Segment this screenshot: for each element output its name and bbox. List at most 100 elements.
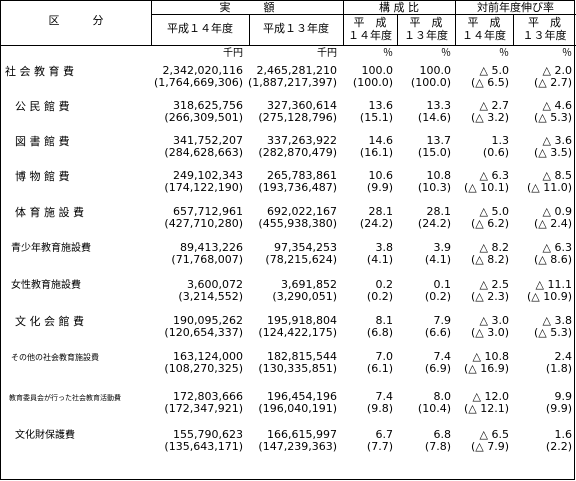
header-comp-fy13: １３年度 <box>404 29 448 42</box>
row-label: その他の社会教育施設費 <box>11 353 99 362</box>
cell-public-value: (△ 11.0) <box>526 181 572 194</box>
cell-public-value: (△ 2.7) <box>533 76 572 89</box>
cell-value: 7.9 <box>433 314 452 327</box>
cell-value: 13.3 <box>426 99 452 112</box>
cell-value: 692,022,167 <box>267 205 337 218</box>
col-divider <box>455 1 456 45</box>
cell-value: △ 6.3 <box>542 241 572 254</box>
cell-value: 341,752,207 <box>173 134 243 147</box>
unit-pct: ％ <box>562 48 572 59</box>
cell-value: △ 3.0 <box>479 314 509 327</box>
cell-value: 249,102,343 <box>173 169 243 182</box>
row-label: 図 書 館 費 <box>15 135 70 148</box>
cell-public-value: (△ 5.3) <box>533 326 572 339</box>
cell-public-value: (△ 3.0) <box>470 326 509 339</box>
cell-public-value: (3,290,051) <box>272 290 337 303</box>
cell-public-value: (266,309,501) <box>164 111 243 124</box>
cell-value: 265,783,861 <box>267 169 337 182</box>
cell-value: 2.4 <box>554 350 573 363</box>
cell-public-value: (14.6) <box>417 111 451 124</box>
cell-value: 97,354,253 <box>274 241 337 254</box>
cell-public-value: (△ 7.9) <box>470 440 509 453</box>
col-divider <box>513 14 514 45</box>
cell-value: 100.0 <box>419 64 452 77</box>
unit-yen-fy13: 千円 <box>317 48 337 59</box>
cell-value: △ 2.5 <box>479 278 509 291</box>
cell-public-value: (△ 10.1) <box>463 181 509 194</box>
cell-value: 155,790,623 <box>173 428 243 441</box>
col-divider <box>343 1 344 45</box>
unit-pct: ％ <box>499 48 509 59</box>
cell-public-value: (△ 3.2) <box>470 111 509 124</box>
cell-value: 6.8 <box>433 428 452 441</box>
cell-value: 10.8 <box>426 169 452 182</box>
cell-value: 0.2 <box>375 278 394 291</box>
cell-public-value: (△ 3.5) <box>533 146 572 159</box>
row-label: 文化財保護費 <box>15 430 75 441</box>
cell-value: △ 5.0 <box>479 64 509 77</box>
cell-public-value: (24.2) <box>359 217 393 230</box>
header-comp-heisei-14: 平 成 <box>353 16 387 29</box>
cell-public-value: (△ 6.2) <box>470 217 509 230</box>
cell-value: 89,413,226 <box>180 241 243 254</box>
cell-value: 657,712,961 <box>173 205 243 218</box>
cell-value: 166,615,997 <box>267 428 337 441</box>
cell-public-value: (10.3) <box>417 181 451 194</box>
cell-public-value: (124,422,175) <box>258 326 337 339</box>
cell-public-value: (△ 8.2) <box>470 253 509 266</box>
cell-public-value: (108,270,325) <box>164 362 243 375</box>
header-composition: 構 成 比 <box>379 1 419 14</box>
cell-public-value: (9.9) <box>366 181 393 194</box>
cell-value: 3,600,072 <box>187 278 243 291</box>
header-growth-fy13: １３年度 <box>522 29 567 42</box>
row-label: 博 物 館 費 <box>15 170 70 183</box>
header-category: 区 分 <box>48 14 104 27</box>
cell-public-value: (15.0) <box>417 146 451 159</box>
cell-value: △ 12.0 <box>472 390 509 403</box>
cell-value: 7.0 <box>375 350 394 363</box>
header-divider <box>151 14 576 15</box>
cell-public-value: (6.1) <box>366 362 393 375</box>
cell-value: 9.9 <box>554 390 573 403</box>
row-label: 体 育 施 設 費 <box>15 206 84 219</box>
header-actual: 実 額 <box>219 1 275 14</box>
cell-public-value: (9.9) <box>545 402 572 415</box>
cell-public-value: (1.8) <box>545 362 572 375</box>
cell-public-value: (282,870,479) <box>258 146 337 159</box>
cell-public-value: (174,122,190) <box>164 181 243 194</box>
row-label: 教育委員会が行った社会教育活動費 <box>9 394 121 402</box>
cell-public-value: (100.0) <box>410 76 451 89</box>
cell-public-value: (130,335,851) <box>258 362 337 375</box>
cell-value: △ 4.6 <box>542 99 572 112</box>
cell-value: 3.8 <box>375 241 394 254</box>
cell-public-value: (3,214,552) <box>178 290 243 303</box>
cell-value: 14.6 <box>368 134 394 147</box>
cell-value: 2,342,020,116 <box>162 64 243 77</box>
cell-public-value: (24.2) <box>417 217 451 230</box>
cell-value: 13.7 <box>426 134 452 147</box>
cell-public-value: (1,764,669,306) <box>153 76 243 89</box>
cell-value: 2,465,281,210 <box>256 64 337 77</box>
row-label: 公 民 館 費 <box>15 100 70 113</box>
cell-value: 337,263,922 <box>267 134 337 147</box>
header-comp-fy14: １４年度 <box>348 29 392 42</box>
cell-value: △ 2.0 <box>542 64 572 77</box>
col-divider <box>397 14 398 45</box>
cell-value: 6.7 <box>375 428 394 441</box>
cell-public-value: (16.1) <box>359 146 393 159</box>
cell-value: △ 8.5 <box>542 169 572 182</box>
cell-value: 1.6 <box>554 428 573 441</box>
cell-value: 318,625,756 <box>173 99 243 112</box>
cell-public-value: (15.1) <box>359 111 393 124</box>
cell-value: 28.1 <box>426 205 452 218</box>
cell-public-value: (2.2) <box>545 440 572 453</box>
cell-public-value: (78,215,624) <box>265 253 337 266</box>
unit-yen-fy14: 千円 <box>223 48 243 59</box>
header-actual-fy13: 平成１３年度 <box>263 22 329 35</box>
cell-public-value: (10.4) <box>417 402 451 415</box>
cell-public-value: (4.1) <box>366 253 393 266</box>
col-divider <box>249 14 250 45</box>
cell-public-value: (100.0) <box>352 76 393 89</box>
header-growth-heisei-14: 平 成 <box>467 16 501 29</box>
header-growth-heisei-13: 平 成 <box>528 16 561 29</box>
